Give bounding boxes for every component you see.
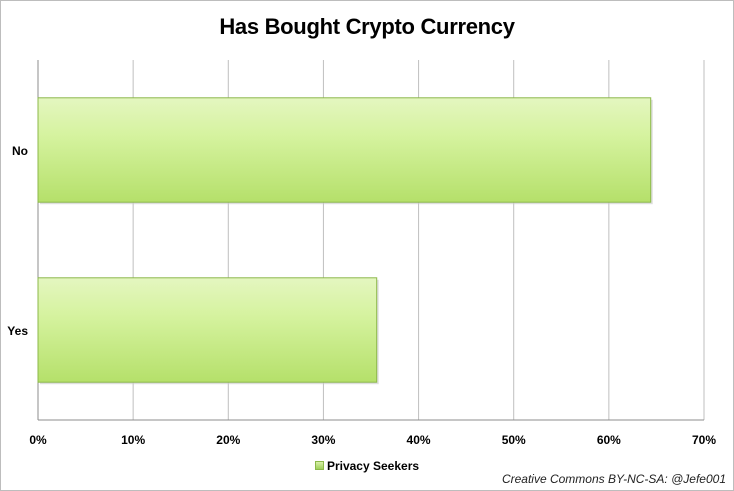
legend-swatch [314, 461, 324, 470]
x-tick-label: 50% [502, 433, 526, 447]
x-tick-label: 10% [121, 433, 145, 447]
credit-text: Creative Commons BY-NC-SA: @Jefe001 [501, 472, 726, 486]
x-tick-label: 0% [29, 433, 47, 447]
bar-no [37, 97, 652, 203]
category-label: No [12, 144, 28, 158]
legend-label: Privacy Seekers [326, 459, 420, 473]
x-tick-label: 40% [407, 433, 431, 447]
category-label: Yes [7, 324, 28, 338]
x-tick-label: 70% [692, 433, 716, 447]
x-tick-label: 30% [311, 433, 335, 447]
legend: Privacy Seekers [0, 459, 734, 473]
x-tick-label: 20% [216, 433, 240, 447]
chart-title: Has Bought Crypto Currency [219, 14, 515, 39]
bar-yes [37, 277, 378, 383]
x-tick-label: 60% [597, 433, 621, 447]
